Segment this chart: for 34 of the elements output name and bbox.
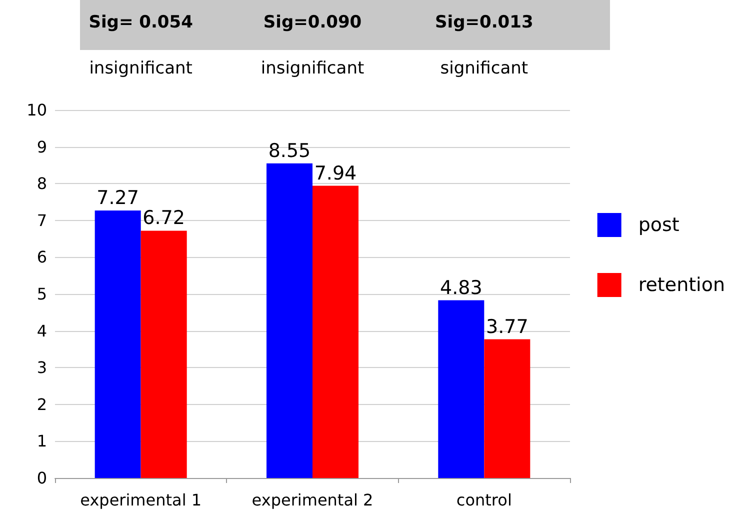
bar bbox=[94, 210, 141, 478]
bar bbox=[140, 230, 187, 478]
y-tick-label: 0 bbox=[36, 468, 47, 488]
text: insignificant bbox=[89, 58, 193, 78]
bar bbox=[484, 339, 530, 478]
data-label: 3.77 bbox=[486, 316, 528, 338]
y-tick-label: 4 bbox=[36, 321, 47, 340]
y-tick-label: 1 bbox=[36, 432, 47, 451]
text: Sig=0.013 bbox=[435, 12, 534, 32]
text: insignificant bbox=[260, 58, 364, 78]
bar bbox=[312, 186, 358, 478]
text: Sig= 0.054 bbox=[88, 12, 194, 32]
text: Sig=0.090 bbox=[263, 12, 362, 32]
data-label: 8.55 bbox=[268, 140, 311, 162]
y-tick-label: 10 bbox=[26, 100, 47, 120]
text: significant bbox=[440, 58, 528, 78]
x-tick-label: control bbox=[456, 490, 512, 510]
legend-label: post bbox=[638, 214, 680, 236]
y-tick-label: 9 bbox=[36, 137, 47, 156]
y-tick-label: 7 bbox=[36, 210, 47, 230]
x-tick-label: experimental 2 bbox=[252, 490, 374, 510]
data-label: 4.83 bbox=[440, 276, 482, 299]
bar bbox=[438, 300, 484, 478]
bar bbox=[266, 163, 312, 478]
data-label: 6.72 bbox=[142, 207, 185, 230]
y-tick-label: 3 bbox=[36, 358, 47, 378]
y-tick-label: 2 bbox=[36, 394, 47, 414]
y-tick-label: 5 bbox=[36, 284, 47, 304]
data-label: 7.27 bbox=[96, 186, 139, 209]
y-tick-label: 8 bbox=[36, 174, 47, 194]
x-tick-label: experimental 1 bbox=[80, 490, 202, 510]
y-tick-label: 6 bbox=[36, 248, 47, 267]
data-label: 7.94 bbox=[314, 162, 357, 184]
legend-label: retention bbox=[638, 274, 726, 296]
